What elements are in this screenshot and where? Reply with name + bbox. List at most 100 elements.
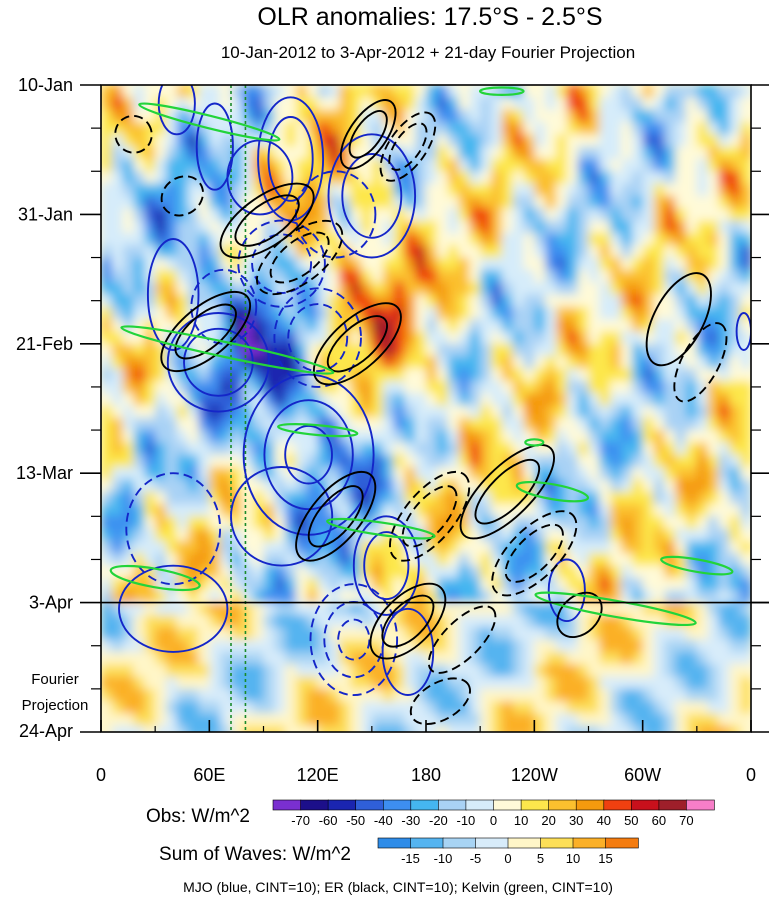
field-cell (176, 590, 189, 604)
field-cell (209, 467, 221, 480)
field-cell (621, 417, 633, 431)
field-cell (111, 467, 124, 480)
field-cell (675, 269, 687, 283)
field-cell (166, 578, 178, 591)
field-cell (155, 208, 167, 222)
field-cell (231, 479, 243, 493)
field-cell (545, 269, 557, 283)
field-cell (696, 245, 709, 259)
field-cell (393, 701, 405, 715)
field-cell (317, 269, 330, 283)
field-cell (545, 282, 557, 296)
field-cell (122, 664, 135, 678)
field-cell (436, 245, 449, 259)
field-cell (523, 220, 535, 234)
field-cell (491, 430, 503, 443)
field-cell (501, 368, 514, 382)
field-cell (274, 183, 286, 197)
field-cell (426, 195, 438, 209)
field-cell (285, 676, 297, 690)
field-cell (458, 232, 470, 246)
field-cell (415, 220, 427, 234)
field-cell (426, 257, 438, 271)
field-cell (350, 430, 362, 443)
field-cell (686, 664, 698, 678)
field-cell (220, 553, 232, 567)
field-cell (534, 245, 546, 259)
field-cell (512, 491, 525, 505)
field-cell (155, 343, 167, 357)
field-cell (339, 528, 351, 542)
field-cell (296, 639, 308, 653)
field-cell (599, 195, 611, 209)
field-cell (501, 430, 514, 443)
field-cell (501, 614, 514, 628)
field-cell (220, 85, 232, 98)
field-cell (740, 282, 751, 296)
field-cell (512, 343, 525, 357)
field-cell (274, 208, 286, 222)
field-cell (588, 454, 600, 468)
field-cell (328, 454, 340, 468)
field-cell (696, 343, 709, 357)
field-cell (480, 368, 492, 382)
field-cell (426, 651, 438, 665)
field-cell (231, 380, 243, 394)
field-cell (523, 306, 535, 320)
field-cell (664, 122, 676, 135)
field-cell (426, 356, 438, 369)
field-cell (133, 220, 145, 234)
field-cell (740, 380, 751, 394)
field-cell (166, 294, 178, 308)
field-cell (566, 405, 579, 419)
field-cell (566, 467, 579, 480)
field-cell (545, 725, 557, 732)
field-cell (566, 651, 579, 665)
field-cell (426, 725, 438, 732)
field-cell (686, 627, 698, 641)
field-cell (653, 380, 665, 394)
field-cell (491, 676, 503, 690)
field-cell (707, 343, 720, 357)
field-cell (588, 701, 600, 715)
field-cell (296, 343, 308, 357)
field-cell (621, 479, 633, 493)
field-cell (664, 528, 676, 542)
field-cell (101, 565, 113, 579)
field-cell (133, 294, 145, 308)
field-cell (350, 565, 362, 579)
field-cell (469, 590, 481, 604)
field-cell (328, 146, 340, 160)
field-cell (577, 565, 590, 579)
field-cell (415, 158, 427, 172)
field-cell (155, 454, 167, 468)
field-cell (534, 417, 546, 431)
field-cell (469, 294, 481, 308)
field-cell (252, 171, 265, 185)
field-cell (371, 578, 384, 591)
field-cell (621, 664, 633, 678)
field-cell (501, 578, 514, 591)
field-cell (718, 257, 730, 271)
field-cell (686, 541, 698, 554)
field-cell (447, 602, 460, 616)
field-cell (187, 602, 200, 616)
field-cell (740, 146, 751, 160)
waves_colorbar-swatch (377, 837, 412, 849)
field-cell (631, 565, 644, 579)
field-cell (155, 158, 167, 172)
field-cell (101, 294, 113, 308)
field-cell (166, 257, 178, 271)
field-cell (166, 269, 178, 283)
field-cell (382, 171, 395, 185)
field-cell (306, 343, 319, 357)
field-cell (328, 380, 340, 394)
field-cell (241, 602, 254, 616)
obs_colorbar-swatch (493, 799, 522, 811)
field-cell (588, 85, 600, 98)
field-cell (480, 306, 492, 320)
field-cell (491, 343, 503, 357)
field-cell (610, 713, 622, 727)
field-cell (111, 319, 124, 333)
